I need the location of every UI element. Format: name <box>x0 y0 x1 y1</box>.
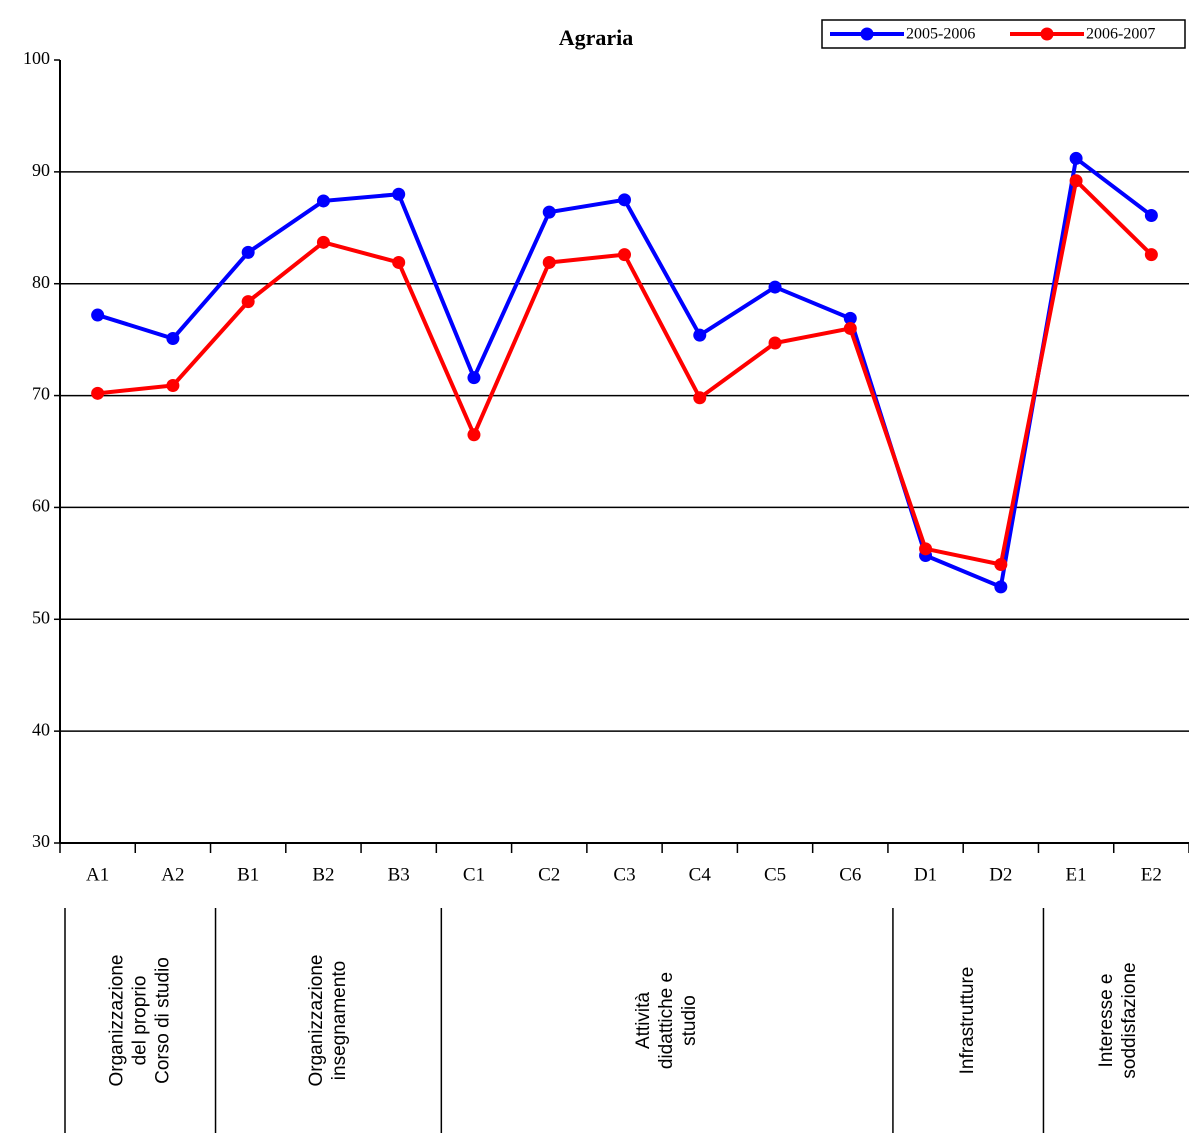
point <box>542 205 556 219</box>
y-tick-label: 90 <box>32 160 50 180</box>
y-tick-label: 100 <box>23 48 50 68</box>
x-tick-label: C6 <box>839 864 861 885</box>
point <box>843 311 857 325</box>
point <box>768 336 782 350</box>
y-tick-label: 80 <box>32 272 50 292</box>
legend-label: 2005-2006 <box>906 26 975 43</box>
point <box>1069 151 1083 165</box>
x-tick-label: D2 <box>989 864 1012 885</box>
x-tick-label: E2 <box>1141 864 1162 885</box>
point <box>91 308 105 322</box>
point <box>1144 248 1158 262</box>
legend-label: 2006-2007 <box>1086 26 1155 43</box>
x-tick-label: E1 <box>1066 864 1087 885</box>
x-tick-label: C3 <box>613 864 635 885</box>
x-tick-label: D1 <box>914 864 937 885</box>
y-tick-label: 40 <box>32 719 50 739</box>
chart-title: Agraria <box>559 25 634 50</box>
point <box>768 280 782 294</box>
point <box>166 379 180 393</box>
x-tick-label: B3 <box>388 864 410 885</box>
point <box>91 386 105 400</box>
y-tick-label: 30 <box>32 831 50 851</box>
group-label: soddisfazione <box>1119 962 1140 1078</box>
point <box>693 328 707 342</box>
point <box>994 557 1008 571</box>
point <box>693 391 707 405</box>
point <box>392 187 406 201</box>
point <box>467 428 481 442</box>
group-label: studio <box>679 995 700 1046</box>
y-tick-label: 50 <box>32 607 50 627</box>
x-tick-label: A2 <box>161 864 184 885</box>
x-tick-label: C1 <box>463 864 485 885</box>
x-tick-label: C5 <box>764 864 786 885</box>
y-tick-label: 70 <box>32 384 50 404</box>
group-label: Attività <box>633 992 654 1049</box>
group-label: Organizzazione <box>306 954 327 1086</box>
point <box>1144 208 1158 222</box>
x-tick-label: C4 <box>689 864 712 885</box>
point <box>994 580 1008 594</box>
point <box>618 193 631 207</box>
group-label: Organizzazione <box>106 954 127 1086</box>
point <box>467 371 481 385</box>
point <box>241 245 255 259</box>
group-label: Interesse e <box>1096 974 1117 1068</box>
group-label: Corso di studio <box>152 957 173 1084</box>
point <box>1069 174 1083 188</box>
legend-box <box>821 19 1186 49</box>
point <box>618 248 631 262</box>
series-line <box>97 154 1153 590</box>
point <box>316 194 330 208</box>
group-label: Infrastrutture <box>957 967 978 1075</box>
point <box>316 235 330 249</box>
point <box>542 255 556 269</box>
x-tick-label: B1 <box>237 864 259 885</box>
legend-marker <box>860 27 874 41</box>
x-tick-label: C2 <box>538 864 560 885</box>
group-label: didattiche e <box>656 972 677 1069</box>
point <box>392 255 406 269</box>
legend-marker <box>1040 27 1054 41</box>
point <box>166 332 180 346</box>
point <box>919 542 933 556</box>
point <box>241 295 255 309</box>
point <box>843 321 857 335</box>
group-label: insegnamento <box>329 961 350 1080</box>
y-tick-label: 60 <box>32 496 50 516</box>
group-label: del proprio <box>129 976 150 1066</box>
x-tick-label: B2 <box>312 864 334 885</box>
x-tick-label: A1 <box>86 864 109 885</box>
